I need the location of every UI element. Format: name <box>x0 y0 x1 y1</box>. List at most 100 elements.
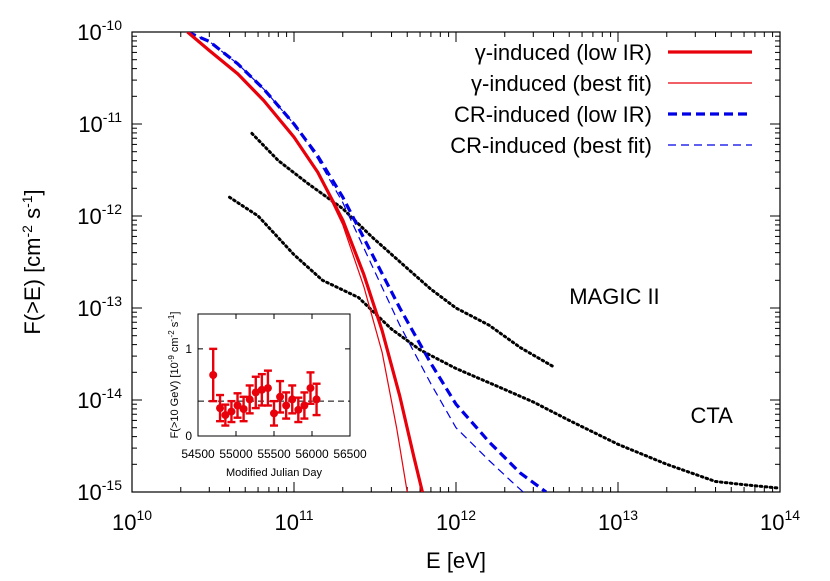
series-group <box>186 32 780 492</box>
x-tick-label: 1012 <box>436 507 476 535</box>
inset-y-tick-label: 1 <box>185 342 192 356</box>
inset-data-point-16 <box>306 371 315 405</box>
inset-marker <box>312 395 321 404</box>
y-tick-label: 10-14 <box>77 385 122 413</box>
y-axis-label-part-c: ] <box>20 189 45 195</box>
inset-y-label-part-5: -1 <box>167 314 176 322</box>
x-axis-label: E [eV] <box>426 548 486 573</box>
y-axis-label-part-a: F(>E) [cm <box>20 237 45 334</box>
y-axis-label-text: F(>E) [cm-2 s-1] <box>19 189 45 334</box>
inset-x-tick-label: 55000 <box>219 447 253 461</box>
x-tick-exp: 11 <box>299 507 314 523</box>
inset-marker <box>227 407 236 416</box>
x-tick-base: 10 <box>760 510 784 535</box>
y-tick-label: 10-13 <box>77 293 122 321</box>
inset-x-tick-label: 56000 <box>295 447 329 461</box>
main-plot: 1010 1011 1012 1013 101410-1010-1110-1210-13… <box>77 17 800 535</box>
series-line-5 <box>228 195 780 490</box>
axis-ticks <box>131 32 781 493</box>
inset-data-point-3 <box>227 399 236 424</box>
y-axis-label: F(>E) [cm-2 s-1] <box>19 189 45 334</box>
inset-y-label-part-0: F(>10 GeV) [10 <box>169 362 181 438</box>
x-tick-base: 10 <box>598 510 622 535</box>
y-tick-label: 10-15 <box>77 477 122 505</box>
y-tick-base: 10 <box>77 388 101 413</box>
inset-data-point-9 <box>263 369 272 407</box>
inset-marker <box>239 404 248 413</box>
inset-marker <box>306 384 315 393</box>
inset-y-label-part-4: s <box>169 321 181 330</box>
series-line-2 <box>186 32 548 492</box>
inset-data-point-11 <box>276 379 285 414</box>
y-tick-base: 10 <box>77 296 101 321</box>
inset-marker <box>270 409 278 418</box>
inset-y-label-part-2: cm <box>169 337 181 355</box>
inset-y-label-part-1: -9 <box>167 355 176 363</box>
inset-data-point-10 <box>270 399 278 427</box>
x-tick-label: 1013 <box>598 507 638 535</box>
inset-y-label-part-3: -2 <box>167 330 176 338</box>
x-tick-exp: 14 <box>784 507 800 523</box>
inset-marker <box>233 401 242 410</box>
y-tick-exp: -13 <box>102 293 122 309</box>
x-tick-label: 1010 <box>112 507 152 535</box>
annotation-label-0: MAGIC II <box>569 284 659 309</box>
inset-data-point-1 <box>216 393 225 423</box>
inset-data-point-15 <box>300 391 309 420</box>
x-tick-exp: 12 <box>460 507 476 523</box>
annotation-label-1: CTA <box>690 403 733 428</box>
y-tick-label: 10-12 <box>77 201 122 229</box>
inset-marker <box>276 392 285 401</box>
series-line-4 <box>250 131 555 369</box>
inset-data-point-13 <box>288 384 297 415</box>
inset-x-axis-label: Modified Julian Day <box>226 467 322 479</box>
inset-x-tick-label: 56500 <box>333 447 367 461</box>
inset-data-point-14 <box>294 396 303 424</box>
x-tick-base: 10 <box>274 510 298 535</box>
inset-marker <box>209 371 218 379</box>
series-line-0 <box>186 32 424 492</box>
y-axis-label-sup-a: -2 <box>19 225 35 238</box>
y-tick-label: 10-11 <box>78 109 122 137</box>
inset-data-point-12 <box>282 391 291 420</box>
inset-marker <box>245 395 254 404</box>
inset-y-label-part-6: ] <box>169 312 181 315</box>
legend-label-3: CR-induced (best fit) <box>450 133 652 158</box>
y-tick-label: 10-10 <box>77 17 122 45</box>
inset-plot: 54500 55000 55500 56000 56500 0 1 Modified Juli… <box>167 312 368 479</box>
y-tick-exp: -10 <box>102 17 122 33</box>
inset-y-tick-label: 0 <box>185 429 192 443</box>
inset-data-point-17 <box>312 382 321 417</box>
inset-x-tick-label: 54500 <box>181 447 215 461</box>
inset-marker <box>221 411 230 420</box>
y-axis-label-sup-b: -1 <box>19 195 35 208</box>
y-tick-exp: -12 <box>102 201 122 217</box>
inset-data-point-6 <box>245 384 254 415</box>
y-tick-base: 10 <box>77 480 101 505</box>
inset-marker <box>257 385 266 394</box>
x-tick-exp: 10 <box>136 507 152 523</box>
inset-marker <box>288 395 297 404</box>
annotations: MAGIC II CTA <box>569 284 733 428</box>
inset-marker <box>282 401 291 410</box>
inset-data-point-0 <box>209 347 218 403</box>
legend-label-2: CR-induced (low IR) <box>454 102 652 127</box>
inset-x-tick-label: 55500 <box>257 447 291 461</box>
legend: γ-induced (low IR) γ-induced (best fit) CR… <box>450 40 752 158</box>
inset-marker <box>294 405 303 414</box>
inset-data-point-2 <box>221 403 230 427</box>
inset-marker <box>300 401 309 410</box>
x-tick-label: 1014 <box>760 507 800 535</box>
x-tick-exp: 13 <box>622 507 638 523</box>
x-tick-label: 1011 <box>274 507 313 535</box>
inset-marker <box>263 384 272 393</box>
x-tick-base: 10 <box>112 510 136 535</box>
inset-y-axis-label: F(>10 GeV) [10-9 cm-2 s-1] <box>167 312 182 439</box>
legend-label-1: γ-induced (best fit) <box>471 71 652 96</box>
inset-data-point-7 <box>251 375 260 410</box>
y-axis-label-part-b: s <box>20 208 45 225</box>
inset-data-point-5 <box>239 395 248 423</box>
y-tick-base: 10 <box>77 204 101 229</box>
x-tick-base: 10 <box>436 510 460 535</box>
